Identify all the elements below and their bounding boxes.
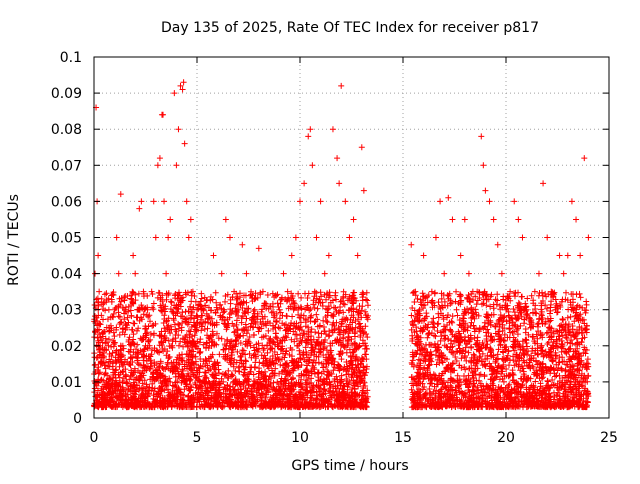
data-point-band <box>365 302 371 308</box>
data-point-band <box>275 300 281 306</box>
data-point-band <box>248 292 254 298</box>
data-point-band <box>106 307 112 313</box>
data-point-band <box>326 328 332 334</box>
data-point-band <box>324 307 330 313</box>
data-point-band <box>529 293 535 299</box>
data-point-band <box>266 336 272 342</box>
data-point-band <box>120 326 126 332</box>
data-point-band <box>150 306 156 312</box>
data-point-band <box>256 359 262 365</box>
data-point-band <box>363 346 369 352</box>
data-point-band <box>265 292 271 298</box>
data-point-band <box>408 312 414 318</box>
data-point-band <box>544 330 550 336</box>
data-point-band <box>245 305 251 311</box>
data-point-band <box>117 302 123 308</box>
data-point-band <box>102 291 108 297</box>
data-point-band <box>111 333 117 339</box>
data-point-band <box>252 365 258 371</box>
data-point-band <box>524 295 530 301</box>
data-point-band <box>429 299 435 305</box>
data-point-band <box>312 329 318 335</box>
data-point-band <box>171 317 177 323</box>
data-point-band <box>577 291 583 297</box>
data-point-band <box>351 289 357 295</box>
data-point-band <box>411 299 417 305</box>
data-point-band <box>563 290 569 296</box>
data-point-band <box>202 326 208 332</box>
data-point-band <box>450 313 456 319</box>
data-point-band <box>506 362 512 368</box>
data-point-band <box>316 296 322 302</box>
data-point-band <box>360 291 366 297</box>
data-point-band <box>251 371 257 377</box>
data-point-band <box>165 360 171 366</box>
data-point-band <box>188 298 194 304</box>
data-point-band <box>516 300 522 306</box>
data-point-band <box>481 372 487 378</box>
data-point-band <box>135 325 141 331</box>
data-point-band <box>298 295 304 301</box>
data-point-band <box>583 310 589 316</box>
data-point-band <box>544 378 550 384</box>
data-point-band <box>155 349 161 355</box>
data-point-band <box>512 293 518 299</box>
data-point-band <box>523 326 529 332</box>
data-point-band <box>213 290 219 296</box>
data-point-band <box>435 321 441 327</box>
data-point-band <box>175 321 181 327</box>
data-point-band <box>289 314 295 320</box>
data-point-band <box>219 336 225 342</box>
data-point-band <box>316 330 322 336</box>
data-point-band <box>221 308 227 314</box>
data-point-band <box>533 311 539 317</box>
data-point-band <box>364 334 370 340</box>
data-point-band <box>476 372 482 378</box>
data-point-band <box>578 294 584 300</box>
data-point-band <box>494 291 500 297</box>
data-point-band <box>189 293 195 299</box>
data-point-band <box>134 328 140 334</box>
data-point-band <box>198 291 204 297</box>
data-point-band <box>320 364 326 370</box>
data-point-band <box>554 310 560 316</box>
data-point-band <box>312 305 318 311</box>
data-point-band <box>547 311 553 317</box>
data-point-band <box>295 291 301 297</box>
data-point-band <box>436 299 442 305</box>
data-point-band <box>130 327 136 333</box>
data-point-band <box>256 328 262 334</box>
data-point-band <box>333 290 339 296</box>
data-point-band <box>325 319 331 325</box>
data-point-band <box>452 354 458 360</box>
data-point-band <box>222 299 228 305</box>
data-point-band <box>118 320 124 326</box>
data-point-band <box>360 297 366 303</box>
data-point-band <box>198 327 204 333</box>
data-point-band <box>469 310 475 316</box>
data-point-band <box>332 305 338 311</box>
data-point-band <box>176 343 182 349</box>
data-point-band <box>274 319 280 325</box>
data-point-band <box>306 291 312 297</box>
data-point-band <box>343 372 349 378</box>
data-point-band <box>232 368 238 374</box>
data-point-band <box>584 360 590 366</box>
data-point-band <box>423 310 429 316</box>
data-point-band <box>205 326 211 332</box>
data-point-band <box>130 320 136 326</box>
data-point-band <box>129 289 135 295</box>
data-point-band <box>540 374 546 380</box>
data-point-band <box>433 333 439 339</box>
data-point-band <box>339 298 345 304</box>
data-point-band <box>313 312 319 318</box>
data-point-band <box>264 350 270 356</box>
data-point-band <box>434 328 440 334</box>
data-point-band <box>583 326 589 332</box>
data-point-band <box>315 306 321 312</box>
